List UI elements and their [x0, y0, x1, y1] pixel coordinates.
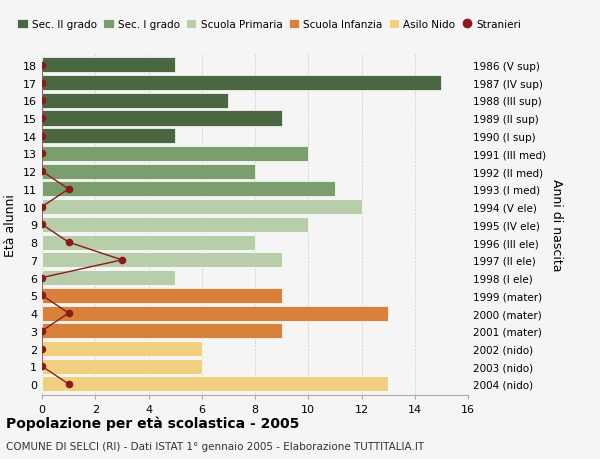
Point	[37, 97, 47, 105]
Point	[64, 381, 73, 388]
Legend: Sec. II grado, Sec. I grado, Scuola Primaria, Scuola Infanzia, Asilo Nido, Stran: Sec. II grado, Sec. I grado, Scuola Prim…	[13, 16, 525, 34]
Point	[37, 133, 47, 140]
Point	[37, 151, 47, 158]
Point	[37, 292, 47, 299]
Bar	[42, 306, 388, 321]
Bar	[42, 341, 202, 356]
Point	[64, 239, 73, 246]
Point	[37, 345, 47, 353]
Bar	[42, 270, 175, 285]
Bar	[42, 146, 308, 162]
Point	[37, 80, 47, 87]
Point	[117, 257, 127, 264]
Bar	[42, 288, 281, 303]
Bar	[42, 359, 202, 374]
Bar	[42, 200, 361, 215]
Text: COMUNE DI SELCI (RI) - Dati ISTAT 1° gennaio 2005 - Elaborazione TUTTITALIA.IT: COMUNE DI SELCI (RI) - Dati ISTAT 1° gen…	[6, 441, 424, 451]
Bar	[42, 218, 308, 232]
Point	[37, 274, 47, 282]
Bar	[42, 111, 281, 126]
Text: Popolazione per età scolastica - 2005: Popolazione per età scolastica - 2005	[6, 415, 299, 430]
Point	[37, 363, 47, 370]
Point	[64, 186, 73, 193]
Point	[37, 62, 47, 69]
Point	[37, 115, 47, 123]
Bar	[42, 376, 388, 392]
Bar	[42, 235, 255, 250]
Bar	[42, 94, 229, 109]
Point	[37, 327, 47, 335]
Point	[37, 203, 47, 211]
Point	[64, 310, 73, 317]
Bar	[42, 76, 442, 91]
Bar	[42, 253, 281, 268]
Point	[37, 221, 47, 229]
Bar	[42, 324, 281, 339]
Point	[37, 168, 47, 175]
Bar	[42, 182, 335, 197]
Y-axis label: Anni di nascita: Anni di nascita	[550, 179, 563, 271]
Bar	[42, 129, 175, 144]
Y-axis label: Età alunni: Età alunni	[4, 194, 17, 256]
Bar	[42, 164, 255, 179]
Bar	[42, 58, 175, 73]
